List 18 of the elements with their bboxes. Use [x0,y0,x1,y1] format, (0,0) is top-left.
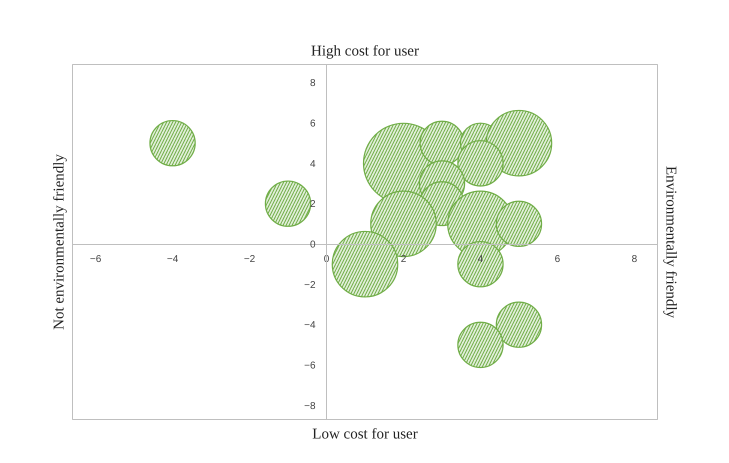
x-axis-title: Low cost for user [312,426,418,442]
x-tick-label: 8 [632,254,638,266]
y-tick-label: 6 [310,118,316,130]
x-tick-label: −6 [90,254,102,266]
y-tick-label: −6 [304,360,316,372]
y-tick-label: −4 [304,320,316,332]
y2-axis-title: Environmentally friendly [662,166,678,319]
y-tick-label: −8 [304,400,316,412]
x-tick-label: 6 [554,254,561,266]
y-tick-label: 8 [310,78,316,90]
y-tick-label: −2 [304,280,316,291]
chart-title: High cost for user [311,44,419,60]
x-tick-label: 2 [400,254,407,266]
x-tick-label: −4 [166,254,179,266]
x-tick-label: −2 [244,254,256,266]
y-tick-label: 4 [310,158,316,170]
y-axis-title: Not environmentally friendly [52,154,68,330]
y-tick-label: 0 [310,240,316,251]
